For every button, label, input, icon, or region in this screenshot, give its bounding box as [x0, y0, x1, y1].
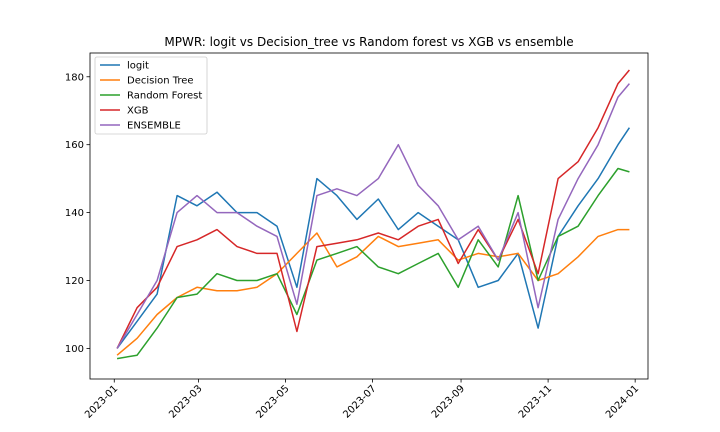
- y-tick-label: 160: [65, 140, 84, 151]
- series-line-logit: [116, 127, 631, 349]
- y-tick-label: 100: [65, 344, 84, 355]
- y-tick-label: 180: [65, 72, 84, 83]
- x-tick-label: 2023-03: [167, 383, 204, 420]
- series-line-ensemble: [116, 83, 630, 349]
- x-tick-label: 2023-07: [341, 383, 378, 420]
- legend-label: Random Forest: [127, 91, 202, 102]
- legend-label: Decision Tree: [127, 76, 194, 87]
- x-axis: 2023-01 2023-03 2023-05 2023-07 2023-09 2023-…: [83, 379, 641, 421]
- y-tick-label: 140: [65, 208, 84, 219]
- y-axis: 100 120 140 160 180: [65, 72, 90, 355]
- x-tick-label: 2023-09: [430, 383, 467, 420]
- x-tick-label: 2023-11: [517, 383, 554, 420]
- series-layer: [116, 69, 631, 360]
- chart-title: MPWR: logit vs Decision_tree vs Random f…: [164, 35, 573, 49]
- legend-label: ENSEMBLE: [127, 121, 181, 132]
- series-line-xgb: [116, 69, 630, 349]
- plot-frame: [89, 52, 649, 380]
- legend-label: logit: [127, 61, 149, 72]
- legend: logit Decision Tree Random Forest XGB ENSEMB…: [94, 56, 208, 135]
- x-tick-label: 2023-01: [83, 383, 120, 420]
- legend-label: XGB: [127, 106, 149, 117]
- x-tick-label: 2023-05: [254, 383, 291, 420]
- legend-box: [94, 56, 208, 135]
- series-line-decision-tree: [116, 228, 630, 356]
- y-tick-label: 120: [65, 276, 84, 287]
- x-tick-label: 2024-01: [604, 383, 641, 420]
